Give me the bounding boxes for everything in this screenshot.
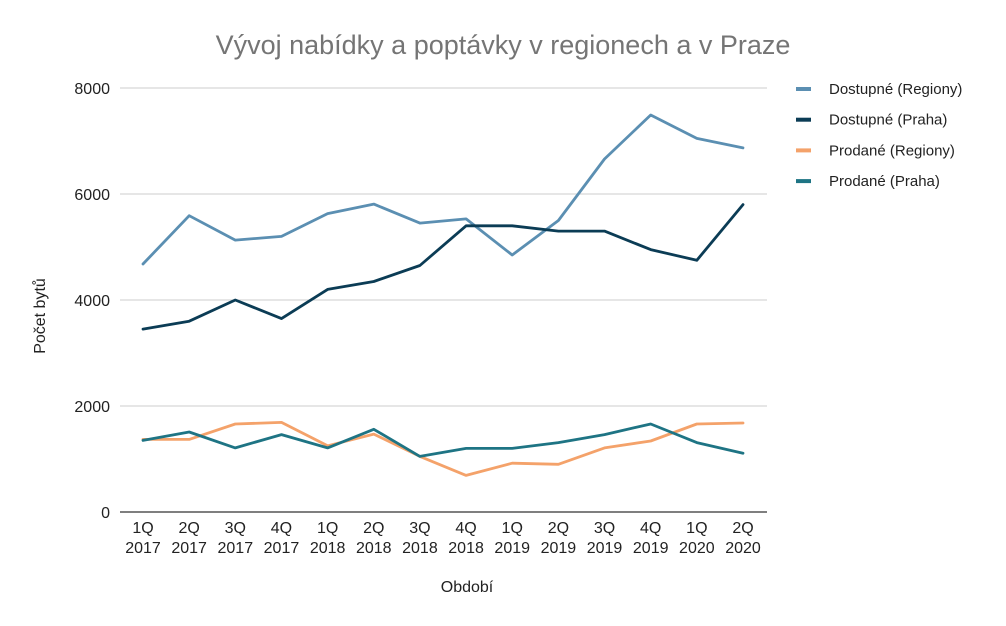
y-tick-label: 6000 [74,187,110,204]
x-tick-label: 3Q [225,520,246,537]
x-tick-label: 3Q [594,520,615,537]
x-tick-label: 3Q [409,520,430,537]
series-lines [141,113,745,477]
x-tick-label: 1Q [317,520,338,537]
x-tick-label: 2019 [633,540,669,557]
x-tick-label: 1Q [686,520,707,537]
x-tick-label: 2018 [310,540,346,557]
x-tick-label: 1Q [502,520,523,537]
x-tick-label: 2Q [178,520,199,537]
y-tick-label: 4000 [74,293,110,310]
legend-label: Prodané (Praha) [829,173,940,190]
x-tick-label: 2019 [494,540,530,557]
series-line-2 [141,203,745,331]
gridlines [120,87,767,513]
x-tick-label: 1Q [132,520,153,537]
x-tick-label: 2019 [541,540,577,557]
x-axis-ticks: 1Q 2017 2Q 2017 3Q 2017 4Q 2017 1Q 2018 2Q 2018 3Q 20… [125,520,761,557]
x-tick-label: 4Q [271,520,292,537]
x-tick-label: 2Q [548,520,569,537]
series-line-3 [141,420,745,477]
x-axis-label: Období [441,579,494,596]
y-tick-label: 0 [101,505,110,522]
legend-label: Prodané (Regiony) [829,142,955,159]
x-tick-label: 2018 [448,540,484,557]
series-line-4 [141,422,745,458]
y-tick-label: 8000 [74,81,110,98]
y-axis-label: Počet bytů [31,278,49,354]
legend-label: Dostupné (Regiony) [829,81,962,98]
x-tick-label: 2Q [732,520,753,537]
x-tick-label: 2019 [587,540,623,557]
y-tick-label: 2000 [74,399,110,416]
x-tick-label: 4Q [455,520,476,537]
x-tick-label: 2Q [363,520,384,537]
x-tick-label: 2020 [725,540,761,557]
chart-title: Vývoj nabídky a poptávky v regionech a v… [216,30,791,60]
x-tick-label: 2020 [679,540,715,557]
y-axis-ticks: 0 2000 4000 6000 8000 [74,81,110,522]
x-tick-label: 2017 [218,540,254,557]
x-tick-label: 2018 [402,540,438,557]
series-line-1 [141,113,745,266]
x-tick-label: 2018 [356,540,392,557]
x-tick-label: 2017 [125,540,161,557]
x-tick-label: 4Q [640,520,661,537]
x-tick-label: 2017 [171,540,207,557]
legend-label: Dostupné (Praha) [829,112,947,129]
legend: Dostupné (Regiony) Dostupné (Praha) Prodan… [796,81,962,190]
x-tick-label: 2017 [264,540,300,557]
